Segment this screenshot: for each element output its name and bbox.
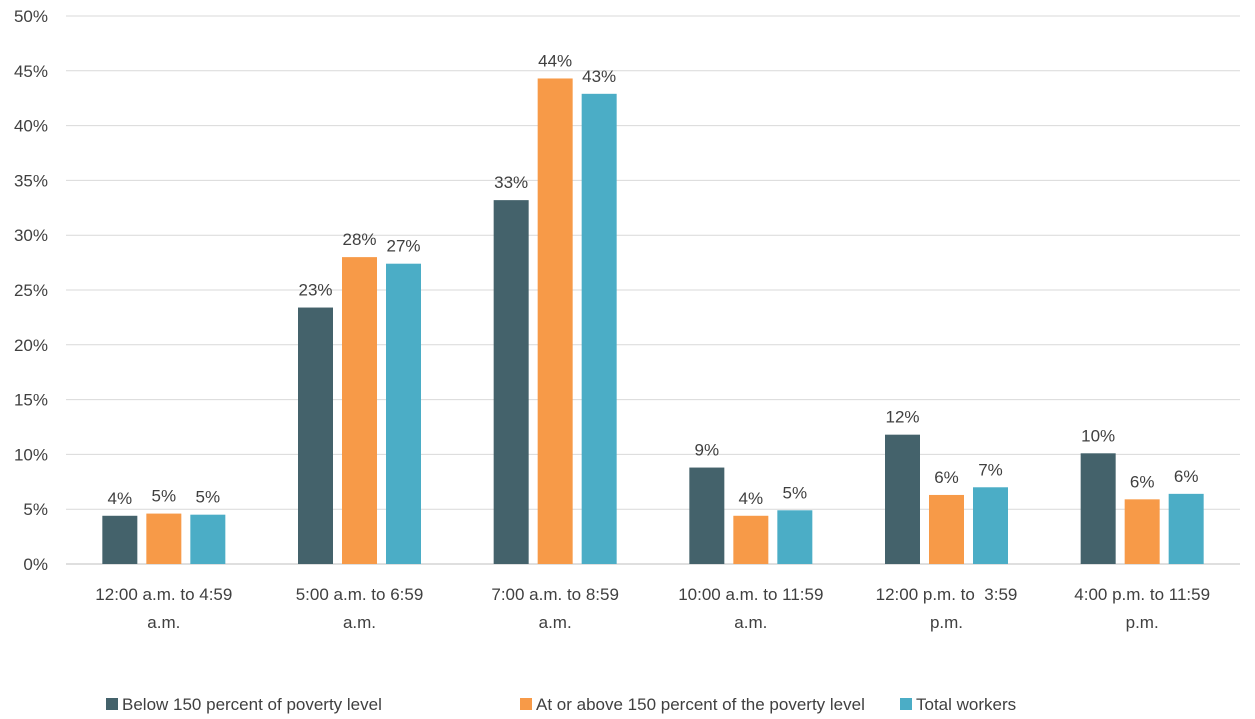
y-tick-label: 45% <box>14 62 48 81</box>
data-label: 44% <box>538 51 572 70</box>
bar <box>885 434 920 564</box>
data-label: 6% <box>1174 467 1199 486</box>
bar <box>1168 493 1204 564</box>
bar <box>146 513 182 564</box>
y-tick-label: 40% <box>14 117 48 136</box>
bar <box>733 515 769 564</box>
y-tick-label: 5% <box>23 500 48 519</box>
y-tick-label: 50% <box>14 7 48 26</box>
y-tick-label: 0% <box>23 555 48 574</box>
data-label: 23% <box>298 281 332 300</box>
bar <box>493 200 529 565</box>
y-axis-ticks: 0% 5% 10% 15% 20% 25% 30% 35% 40% 45% 50% <box>14 7 48 574</box>
data-labels: 4% 5% 5% 23% 28% 27% 33% 44% 43% 9% 4% 5% 12% 6% 7% 10%… <box>108 51 1199 507</box>
y-tick-label: 10% <box>14 445 48 464</box>
legend-label: At or above 150 percent of the poverty l… <box>536 695 865 714</box>
legend-label: Below 150 percent of poverty level <box>122 695 382 714</box>
category-labels: 12:00 a.m. to 4:59 a.m. 5:00 a.m. to 6:59 a… <box>95 585 1210 632</box>
y-tick-label: 35% <box>14 171 48 190</box>
data-label: 6% <box>1130 472 1155 491</box>
data-label: 6% <box>934 468 959 487</box>
legend: Below 150 percent of poverty level At or … <box>106 695 1016 714</box>
data-label: 27% <box>386 237 420 256</box>
bar <box>1080 453 1116 564</box>
bar <box>190 514 226 564</box>
legend-swatch <box>520 698 532 710</box>
category-label: 4:00 p.m. to 11:59 <box>1074 585 1210 604</box>
y-tick-label: 20% <box>14 336 48 355</box>
data-label: 28% <box>342 230 376 249</box>
bar <box>537 78 573 565</box>
data-label: 33% <box>494 173 528 192</box>
gridlines <box>66 15 1240 565</box>
y-tick-label: 15% <box>14 391 48 410</box>
legend-label: Total workers <box>916 695 1016 714</box>
data-label: 4% <box>739 489 764 508</box>
bar <box>689 467 725 564</box>
category-label: p.m. <box>930 613 963 632</box>
data-label: 10% <box>1081 426 1115 445</box>
data-label: 5% <box>152 487 177 506</box>
category-label: a.m. <box>734 613 767 632</box>
data-label: 9% <box>695 441 720 460</box>
category-label: 7:00 a.m. to 8:59 <box>491 585 619 604</box>
category-label: 5:00 a.m. to 6:59 <box>296 585 424 604</box>
y-tick-label: 30% <box>14 226 48 245</box>
category-label: 12:00 p.m. to 3:59 <box>876 585 1018 604</box>
category-label: 10:00 a.m. to 11:59 <box>678 585 823 604</box>
category-label: p.m. <box>1126 613 1159 632</box>
bar <box>386 263 421 564</box>
bar <box>1124 499 1160 564</box>
bar <box>342 257 377 564</box>
y-tick-label: 25% <box>14 281 48 300</box>
bar <box>298 307 333 564</box>
legend-swatch <box>900 698 912 710</box>
data-label: 43% <box>582 67 616 86</box>
legend-swatch <box>106 698 118 710</box>
bar <box>102 515 138 564</box>
category-label: a.m. <box>539 613 572 632</box>
category-label: a.m. <box>147 613 180 632</box>
bars <box>102 78 1204 565</box>
bar <box>581 93 617 564</box>
data-label: 5% <box>196 488 221 507</box>
bar <box>929 494 964 564</box>
category-label: a.m. <box>343 613 376 632</box>
data-label: 7% <box>978 460 1003 479</box>
data-label: 12% <box>885 408 919 427</box>
data-label: 4% <box>108 489 133 508</box>
bar <box>777 510 813 564</box>
bar <box>973 487 1008 564</box>
category-label: 12:00 a.m. to 4:59 <box>95 585 232 604</box>
data-label: 5% <box>783 483 808 502</box>
